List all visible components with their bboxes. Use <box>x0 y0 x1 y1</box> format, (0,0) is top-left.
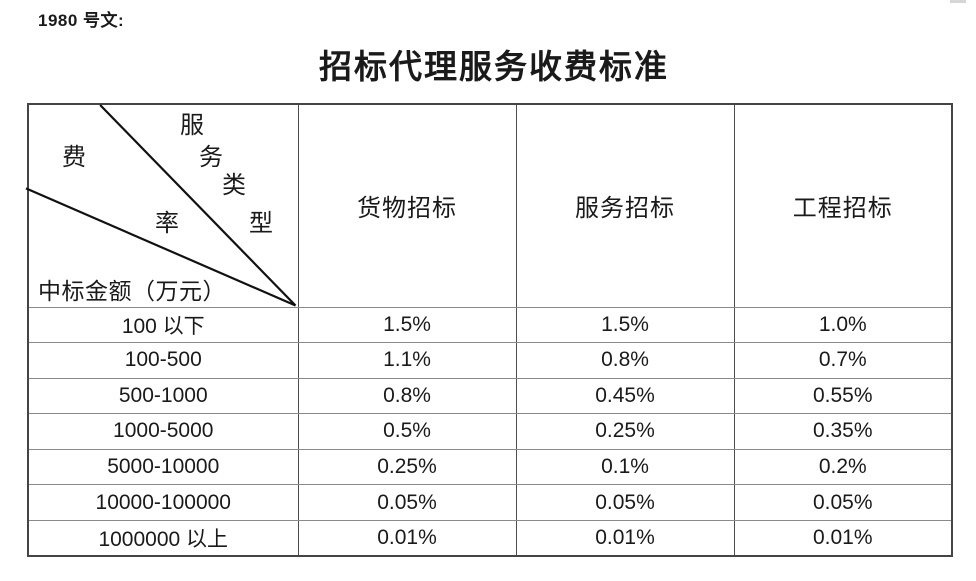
doc-ref: 1980 号文: <box>38 11 125 30</box>
fee-value-cell: 1.1% <box>297 342 517 379</box>
fee-value-cell: 0.7% <box>733 342 953 379</box>
corner-service-type-char-4: 型 <box>249 211 273 237</box>
fee-value-cell: 0.1% <box>515 448 735 486</box>
corner-row-header-label: 中标金额（万元） <box>38 279 226 304</box>
row-range-cell: 10000-100000 <box>27 484 299 521</box>
fee-value-cell: 0.35% <box>733 413 953 450</box>
fee-value-cell: 0.05% <box>297 484 517 521</box>
fee-value-cell: 1.0% <box>733 306 953 344</box>
fee-value-cell: 0.01% <box>297 519 517 557</box>
fee-value-cell: 0.05% <box>515 484 735 521</box>
column-header-goods-bidding: 货物招标 <box>297 103 517 308</box>
fee-value-cell: 0.8% <box>515 342 735 379</box>
fee-value-cell: 1.5% <box>515 306 735 344</box>
table-row: 100 以下 1.5% 1.5% 1.0% <box>27 306 953 344</box>
table-row: 100-500 1.1% 0.8% 0.7% <box>27 342 953 379</box>
corner-cell: 服 务 类 型 费 率 中标金额（万元） <box>25 103 299 308</box>
fee-value-cell: 0.25% <box>297 448 517 486</box>
fee-value-cell: 0.01% <box>515 519 735 557</box>
fee-value-cell: 0.55% <box>733 377 953 415</box>
header-row: 服 务 类 型 费 率 中标金额（万元） 货物招标 服务招标 工程招标 <box>25 103 953 308</box>
fee-value-cell: 0.45% <box>515 377 735 415</box>
fee-value-cell: 0.05% <box>733 484 953 521</box>
table-row: 5000-10000 0.25% 0.1% 0.2% <box>27 448 953 486</box>
fee-value-cell: 0.8% <box>297 377 517 415</box>
row-range-cell: 100-500 <box>27 342 299 379</box>
fee-table: 服 务 类 型 费 率 中标金额（万元） 货物招标 服务招标 工程招标 100 … <box>25 103 953 557</box>
fee-value-cell: 0.2% <box>733 448 953 486</box>
row-range-cell: 1000-5000 <box>27 413 299 450</box>
row-range-cell: 1000000 以上 <box>27 519 299 557</box>
fee-value-cell: 0.25% <box>515 413 735 450</box>
corner-service-type-char-3: 类 <box>222 173 246 199</box>
diagonal-divider-lines <box>25 104 297 307</box>
row-range-cell: 500-1000 <box>27 377 299 415</box>
fee-value-cell: 0.5% <box>297 413 517 450</box>
page-title: 招标代理服务收费标准 <box>319 50 669 86</box>
fee-value-cell: 0.01% <box>733 519 953 557</box>
table-row: 10000-100000 0.05% 0.05% 0.05% <box>27 484 953 521</box>
corner-service-type-char-1: 服 <box>180 113 204 139</box>
column-header-service-bidding: 服务招标 <box>515 103 735 308</box>
corner-fee-rate-char-1: 费 <box>62 145 86 171</box>
column-header-works-bidding: 工程招标 <box>733 103 953 308</box>
row-range-cell: 100 以下 <box>27 306 299 344</box>
corner-service-type-char-2: 务 <box>199 145 223 171</box>
corner-fee-rate-char-2: 率 <box>155 211 179 237</box>
table-row: 500-1000 0.8% 0.45% 0.55% <box>27 377 953 415</box>
table-row: 1000000 以上 0.01% 0.01% 0.01% <box>27 519 953 557</box>
row-range-cell: 5000-10000 <box>27 448 299 486</box>
table-row: 1000-5000 0.5% 0.25% 0.35% <box>27 413 953 450</box>
fee-value-cell: 1.5% <box>297 306 517 344</box>
scrollbar-fragment <box>950 0 966 3</box>
